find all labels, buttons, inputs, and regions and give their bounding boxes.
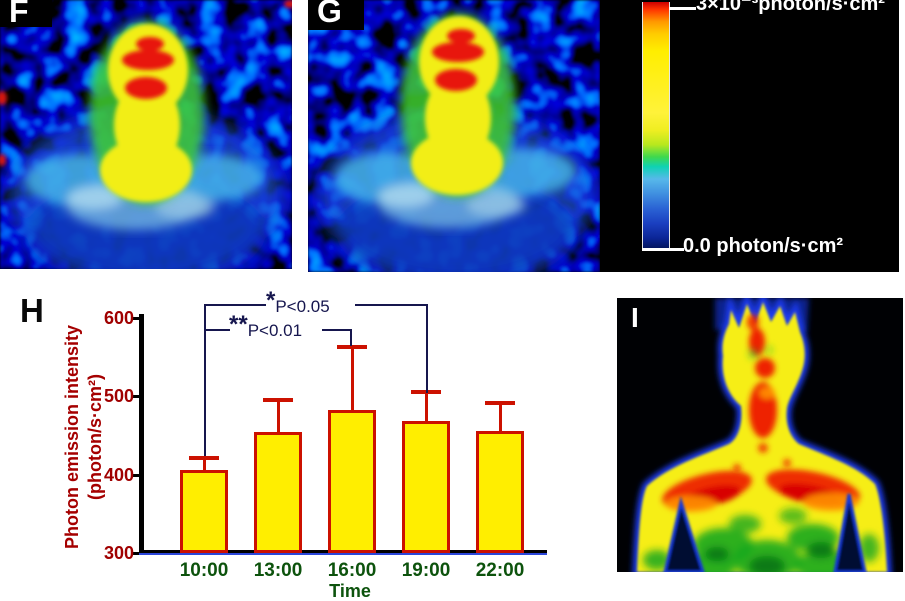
- x-axis-title: Time: [329, 581, 371, 601]
- panel-g-label: G: [317, 0, 342, 29]
- bar-16:00: [328, 409, 376, 553]
- panel-g-label-box: G: [308, 0, 364, 30]
- chest-green-patches: [643, 347, 879, 572]
- y-axis-line: [139, 314, 144, 555]
- x-tick-label: 13:00: [253, 560, 303, 581]
- x-tick-label: 19:00: [401, 560, 451, 581]
- y-tick-label: 400: [103, 464, 134, 485]
- colorbar-min-label: 0.0 photon/s·cm²: [683, 235, 844, 257]
- y-tick-label: 300: [103, 543, 134, 563]
- panel-i: I: [617, 298, 903, 572]
- panel-i-label: I: [631, 302, 639, 333]
- photon-image-f: [0, 0, 292, 269]
- sig-text: P<0.05: [275, 297, 330, 316]
- sig-bracket-right-vertical: [350, 329, 352, 346]
- panel-f-label-box: F: [0, 0, 52, 27]
- sig-label: *P<0.05: [266, 287, 330, 319]
- colorbar-max-label: 3×10⁻³photon/s·cm²: [696, 0, 885, 15]
- error-bar-stem: [203, 458, 206, 470]
- sig-bracket-line: [355, 304, 428, 306]
- bar-19:00: [402, 420, 450, 553]
- sig-star: **: [229, 311, 248, 338]
- error-bar-cap: [337, 344, 367, 349]
- error-bar-stem: [277, 400, 280, 433]
- thermal-image-i: [617, 298, 903, 572]
- x-tick-label: 10:00: [179, 560, 229, 581]
- y-tick: [132, 473, 139, 477]
- y-tick: [132, 552, 139, 555]
- error-bar-cap: [189, 456, 219, 461]
- sig-text: P<0.01: [247, 321, 303, 340]
- x-axis-underline: [139, 553, 547, 555]
- neck-face-red-patches: [733, 314, 791, 472]
- panel-f: F: [0, 0, 292, 269]
- sig-label: **P<0.01: [229, 311, 303, 343]
- panel-g: G 3×10⁻³photon/s·cm² 0.0 photon/s·cm²: [308, 0, 899, 272]
- bar-22:00: [476, 430, 524, 553]
- error-bar-cap: [485, 401, 515, 406]
- sig-bracket-line: [204, 329, 230, 331]
- panel-h-label: H: [20, 292, 44, 329]
- panel-f-label: F: [9, 0, 29, 27]
- x-tick-label: 22:00: [475, 560, 525, 581]
- colorbar-max-tick: [669, 7, 696, 10]
- sig-bracket-line: [204, 304, 266, 306]
- y-tick: [132, 395, 139, 399]
- y-tick-label: 600: [103, 308, 134, 328]
- x-tick-label: 16:00: [327, 560, 377, 581]
- shoulder-red-patches: [662, 469, 861, 512]
- armpit-shadows: [663, 493, 867, 572]
- head-neck-yellow: [100, 24, 192, 202]
- y-tick: [132, 317, 139, 320]
- intensity-colorbar: [642, 2, 670, 248]
- colorbar-min-tick: [642, 248, 684, 251]
- error-bar-stem: [351, 346, 354, 410]
- photon-image-g: [308, 0, 600, 272]
- sig-star: *: [266, 287, 276, 314]
- bar-13:00: [254, 432, 302, 553]
- error-bar-stem: [499, 403, 502, 431]
- sig-bracket-line: [322, 329, 352, 331]
- error-bar-stem: [425, 391, 428, 421]
- face-red-hotspots: [122, 37, 174, 99]
- bar-10:00: [180, 469, 228, 553]
- sig-bracket-right-vertical: [426, 304, 428, 393]
- sig-bracket-left-vertical: [204, 304, 206, 456]
- face-red-hotspots: [432, 29, 484, 91]
- edge-red-specks: [0, 0, 292, 166]
- error-bar-cap: [263, 398, 293, 403]
- y-tick-label: 500: [103, 386, 134, 407]
